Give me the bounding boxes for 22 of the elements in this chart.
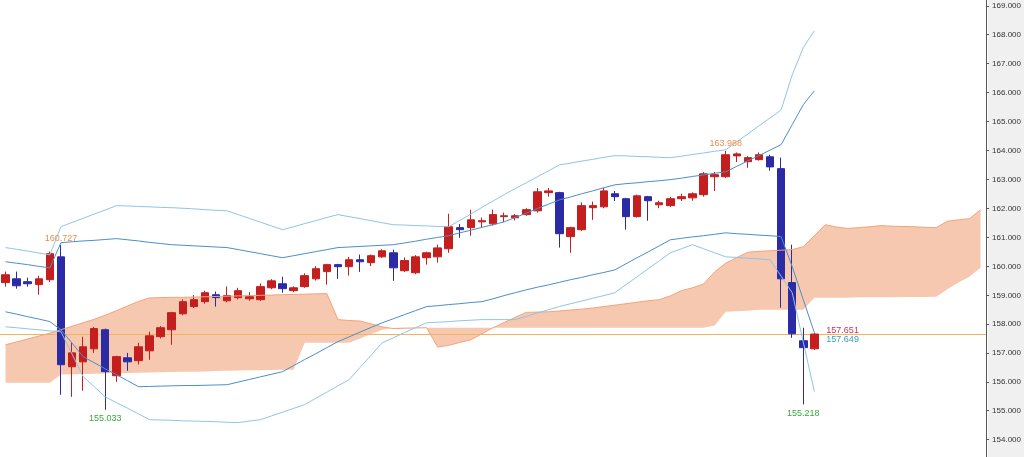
y-tick-label: 165.000 xyxy=(992,116,1022,126)
y-tick-label: 161.000 xyxy=(992,232,1022,242)
y-tick-label: 167.000 xyxy=(992,59,1022,69)
y-tick-label: 155.000 xyxy=(992,406,1022,416)
y-tick-label: 159.000 xyxy=(992,290,1022,300)
annotation: 163.988 xyxy=(709,138,742,149)
annotation: 157.651 xyxy=(826,325,859,336)
y-tick-label: 168.000 xyxy=(992,30,1022,40)
y-tick-label: 163.000 xyxy=(992,174,1022,184)
y-tick-label: 157.000 xyxy=(992,348,1022,358)
y-tick-label: 156.000 xyxy=(992,377,1022,387)
y-tick-label: 160.000 xyxy=(992,261,1022,271)
annotation: 160.727 xyxy=(44,232,78,243)
y-tick-label: 164.000 xyxy=(992,145,1022,155)
annotation: 157.649 xyxy=(826,334,859,345)
annotation: 155.033 xyxy=(88,413,122,424)
y-tick-label: 162.000 xyxy=(992,203,1022,213)
y-tick-label: 166.000 xyxy=(992,88,1022,98)
annotation: 155.218 xyxy=(787,407,820,418)
y-tick-label: 169.000 xyxy=(992,1,1022,11)
y-tick-label: 158.000 xyxy=(992,319,1022,329)
y-tick-label: 154.000 xyxy=(992,435,1022,445)
